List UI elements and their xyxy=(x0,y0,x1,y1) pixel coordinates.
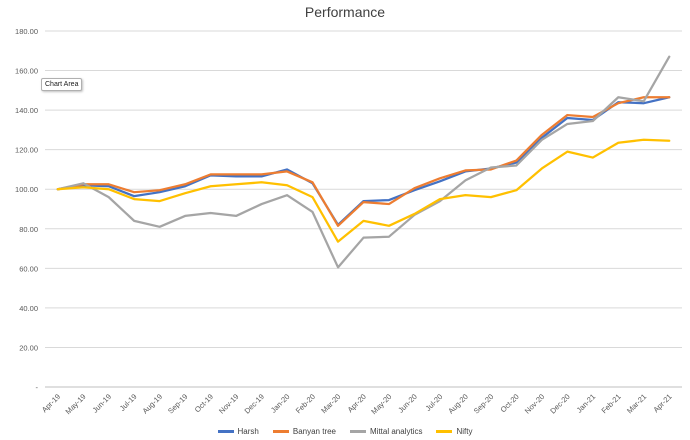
x-tick-label: Aug-19 xyxy=(141,392,164,415)
x-tick-label: May-20 xyxy=(369,392,393,416)
x-tick-label: Jan-21 xyxy=(575,392,598,415)
x-tick-label: Oct-19 xyxy=(193,392,215,414)
y-tick-label: 100.00 xyxy=(15,185,38,194)
legend-item[interactable]: Mittal analytics xyxy=(350,427,422,436)
x-tick-label: Apr-20 xyxy=(346,392,368,414)
series-line-nifty xyxy=(56,138,671,243)
y-tick-label: 40.00 xyxy=(19,304,38,313)
legend-label: Nifty xyxy=(456,427,473,436)
chart-area-tooltip: Chart Area xyxy=(41,78,83,91)
chart-title: Performance xyxy=(304,4,386,20)
x-tick-label: Nov-19 xyxy=(217,392,240,415)
series-line-banyan-tree xyxy=(56,96,671,227)
x-tick-label: Sep-19 xyxy=(166,392,189,415)
x-tick-label: Apr-19 xyxy=(40,392,62,414)
x-tick-label: Jun-19 xyxy=(91,392,114,415)
legend-item[interactable]: Harsh xyxy=(217,427,259,436)
x-tick-label: Jun-20 xyxy=(396,392,419,415)
x-tick-label: Aug-20 xyxy=(446,392,469,415)
x-tick-label: Jul-19 xyxy=(118,392,139,413)
x-tick-label: Feb-20 xyxy=(294,392,317,415)
x-tick-label: Jul-20 xyxy=(424,392,445,413)
y-tick-label: 120.00 xyxy=(15,146,38,155)
legend-item[interactable]: Nifty xyxy=(436,427,472,436)
x-tick-label: May-19 xyxy=(64,392,88,416)
x-tick-label: Mar-20 xyxy=(319,392,342,415)
x-tick-label: Feb-21 xyxy=(600,392,623,415)
y-tick-label: - xyxy=(36,383,39,392)
legend-swatch xyxy=(272,430,289,433)
x-tick-label: Jan-20 xyxy=(269,392,292,415)
x-tick-label: Oct-20 xyxy=(499,392,521,414)
legend-swatch xyxy=(217,430,234,433)
y-tick-label: 160.00 xyxy=(15,67,38,76)
series-line-mittal-analytics xyxy=(56,55,671,269)
legend-swatch xyxy=(350,430,366,433)
y-tick-label: 180.00 xyxy=(15,27,38,36)
x-tick-label: Dec-20 xyxy=(548,392,571,415)
x-tick-label: Apr-21 xyxy=(651,392,673,414)
y-tick-label: 60.00 xyxy=(19,264,38,273)
x-tick-label: Dec-19 xyxy=(243,392,266,415)
legend-label: Mittal analytics xyxy=(370,427,423,436)
y-tick-label: 140.00 xyxy=(15,106,38,115)
legend-label: Harsh xyxy=(237,427,259,436)
legend-label: Banyan tree xyxy=(292,427,336,436)
legend[interactable]: Harsh Banyan tree Mittal analytics Nifty xyxy=(0,427,690,436)
x-tick-label: Sep-20 xyxy=(472,392,495,415)
legend-swatch xyxy=(436,430,453,433)
y-tick-label: 80.00 xyxy=(19,225,38,234)
legend-item[interactable]: Banyan tree xyxy=(272,427,336,436)
x-tick-label: Nov-20 xyxy=(523,392,546,415)
y-tick-label: 20.00 xyxy=(19,343,38,352)
x-tick-label: Mar-21 xyxy=(625,392,648,415)
